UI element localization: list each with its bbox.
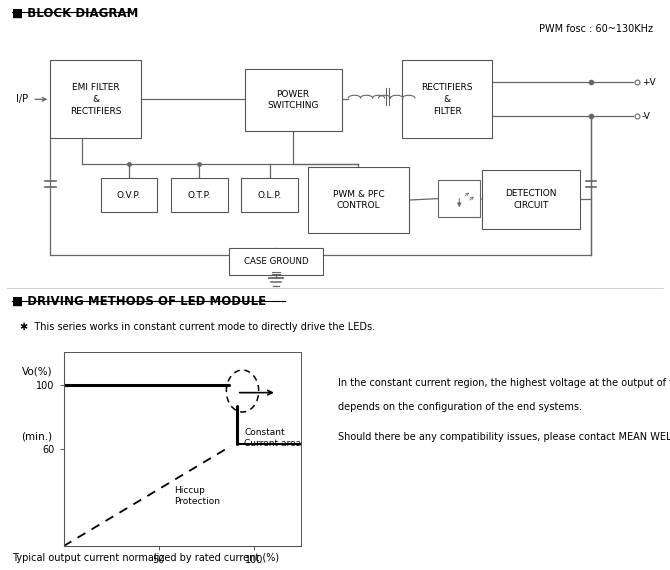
Text: Constant
Current area: Constant Current area bbox=[245, 428, 302, 447]
Text: EMI FILTER
&
RECTIFIERS: EMI FILTER & RECTIFIERS bbox=[70, 83, 121, 116]
Bar bbox=[402, 60, 492, 138]
Bar bbox=[245, 69, 342, 131]
Bar bbox=[229, 247, 323, 275]
Bar bbox=[438, 180, 480, 217]
Bar bbox=[482, 170, 580, 229]
Text: Hiccup
Protection: Hiccup Protection bbox=[174, 486, 220, 506]
Text: PWM & PFC
CONTROL: PWM & PFC CONTROL bbox=[332, 190, 385, 210]
Text: depends on the configuration of the end systems.: depends on the configuration of the end … bbox=[338, 402, 582, 412]
Text: I/P: I/P bbox=[16, 94, 28, 104]
Bar bbox=[171, 178, 228, 211]
Text: O.T.P.: O.T.P. bbox=[188, 190, 211, 200]
Text: POWER
SWITCHING: POWER SWITCHING bbox=[267, 89, 319, 111]
Text: ■ BLOCK DIAGRAM: ■ BLOCK DIAGRAM bbox=[12, 7, 139, 20]
Text: Should there be any compatibility issues, please contact MEAN WELL.: Should there be any compatibility issues… bbox=[338, 431, 670, 442]
Bar bbox=[100, 178, 157, 211]
Text: +V: +V bbox=[642, 78, 655, 87]
Text: O.V.P.: O.V.P. bbox=[117, 190, 141, 200]
Text: (min.): (min.) bbox=[21, 431, 52, 441]
Bar bbox=[50, 60, 141, 138]
Text: In the constant current region, the highest voltage at the output of the driver: In the constant current region, the high… bbox=[338, 378, 670, 388]
X-axis label: Io(%): Io(%) bbox=[169, 569, 196, 570]
Text: RECTIFIERS
&
FILTER: RECTIFIERS & FILTER bbox=[421, 83, 473, 116]
Text: Typical output current normalized by rated current (%): Typical output current normalized by rat… bbox=[12, 552, 279, 563]
Text: ■ DRIVING METHODS OF LED MODULE: ■ DRIVING METHODS OF LED MODULE bbox=[12, 295, 266, 308]
Text: Vo(%): Vo(%) bbox=[21, 367, 52, 377]
Text: O.L.P.: O.L.P. bbox=[257, 190, 282, 200]
Bar bbox=[241, 178, 298, 211]
Text: CASE GROUND: CASE GROUND bbox=[244, 256, 308, 266]
Text: ✱  This series works in constant current mode to directly drive the LEDs.: ✱ This series works in constant current … bbox=[20, 321, 375, 332]
Bar bbox=[308, 167, 409, 233]
Text: -V: -V bbox=[642, 112, 651, 121]
Text: PWM fosc : 60~130KHz: PWM fosc : 60~130KHz bbox=[539, 25, 653, 34]
Text: DETECTION
CIRCUIT: DETECTION CIRCUIT bbox=[505, 189, 557, 210]
